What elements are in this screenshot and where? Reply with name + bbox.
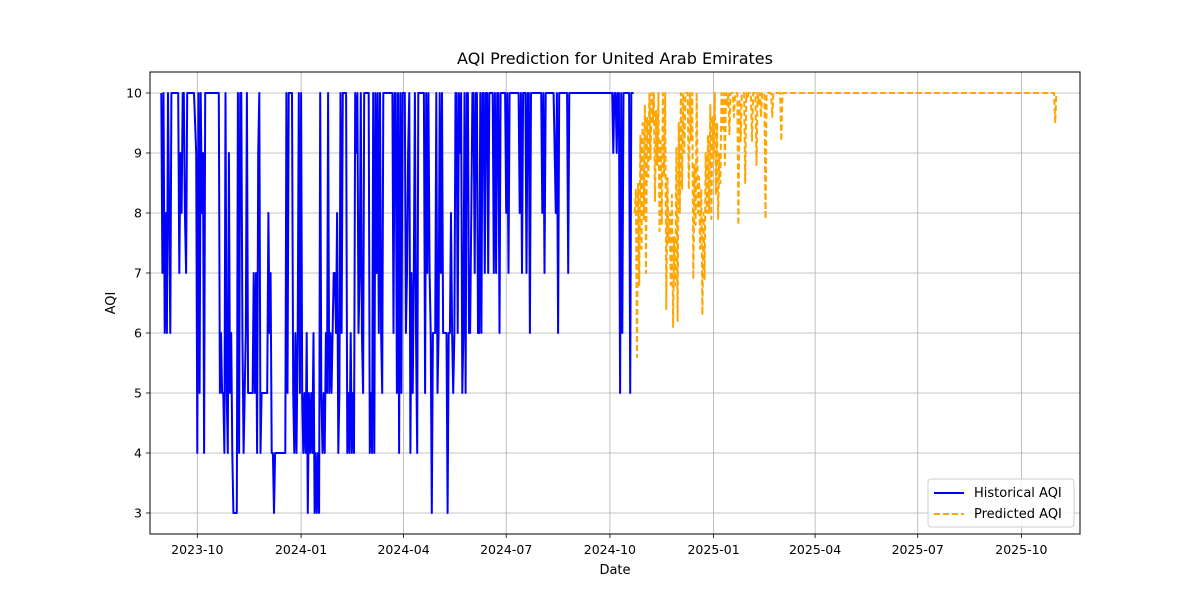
legend-historical-label: Historical AQI (974, 486, 1062, 501)
predicted-aqi-line (633, 92, 1058, 358)
historical-aqi-line (160, 92, 634, 514)
series-layer (160, 92, 1058, 514)
x-tick-label: 2025-07 (892, 542, 944, 557)
legend-predicted-label: Predicted AQI (974, 507, 1062, 522)
x-tick-label: 2025-04 (789, 542, 841, 557)
axes-frame (149, 71, 1081, 535)
x-tick-label: 2025-10 (995, 542, 1047, 557)
x-tick-label: 2024-01 (275, 542, 327, 557)
x-tick-label: 2023-10 (171, 542, 223, 557)
legend-box (927, 478, 1075, 528)
chart-title: AQI Prediction for United Arab Emirates (457, 49, 773, 68)
x-tick-label: 2024-04 (377, 542, 429, 557)
y-tick-label: 10 (126, 86, 142, 101)
y-tick-label: 4 (134, 446, 142, 461)
x-tick-label: 2024-10 (584, 542, 636, 557)
x-tick-label: 2024-07 (480, 542, 532, 557)
y-tick-label: 8 (134, 206, 142, 221)
legend: Historical AQI Predicted AQI (927, 478, 1075, 528)
y-axis-label: AQI (104, 292, 119, 315)
y-tick-label: 7 (134, 266, 142, 281)
y-tick-label: 3 (134, 506, 142, 521)
x-axis-label: Date (599, 563, 630, 578)
y-tick-label: 9 (134, 146, 142, 161)
x-tick-label: 2025-01 (687, 542, 739, 557)
y-tick-label: 5 (134, 386, 142, 401)
ticks-layer: 3 4 5 6 7 8 9 10 2023-10 2024-01 2024-04 2024-07 202… (126, 86, 1047, 558)
y-tick-label: 6 (134, 326, 142, 341)
